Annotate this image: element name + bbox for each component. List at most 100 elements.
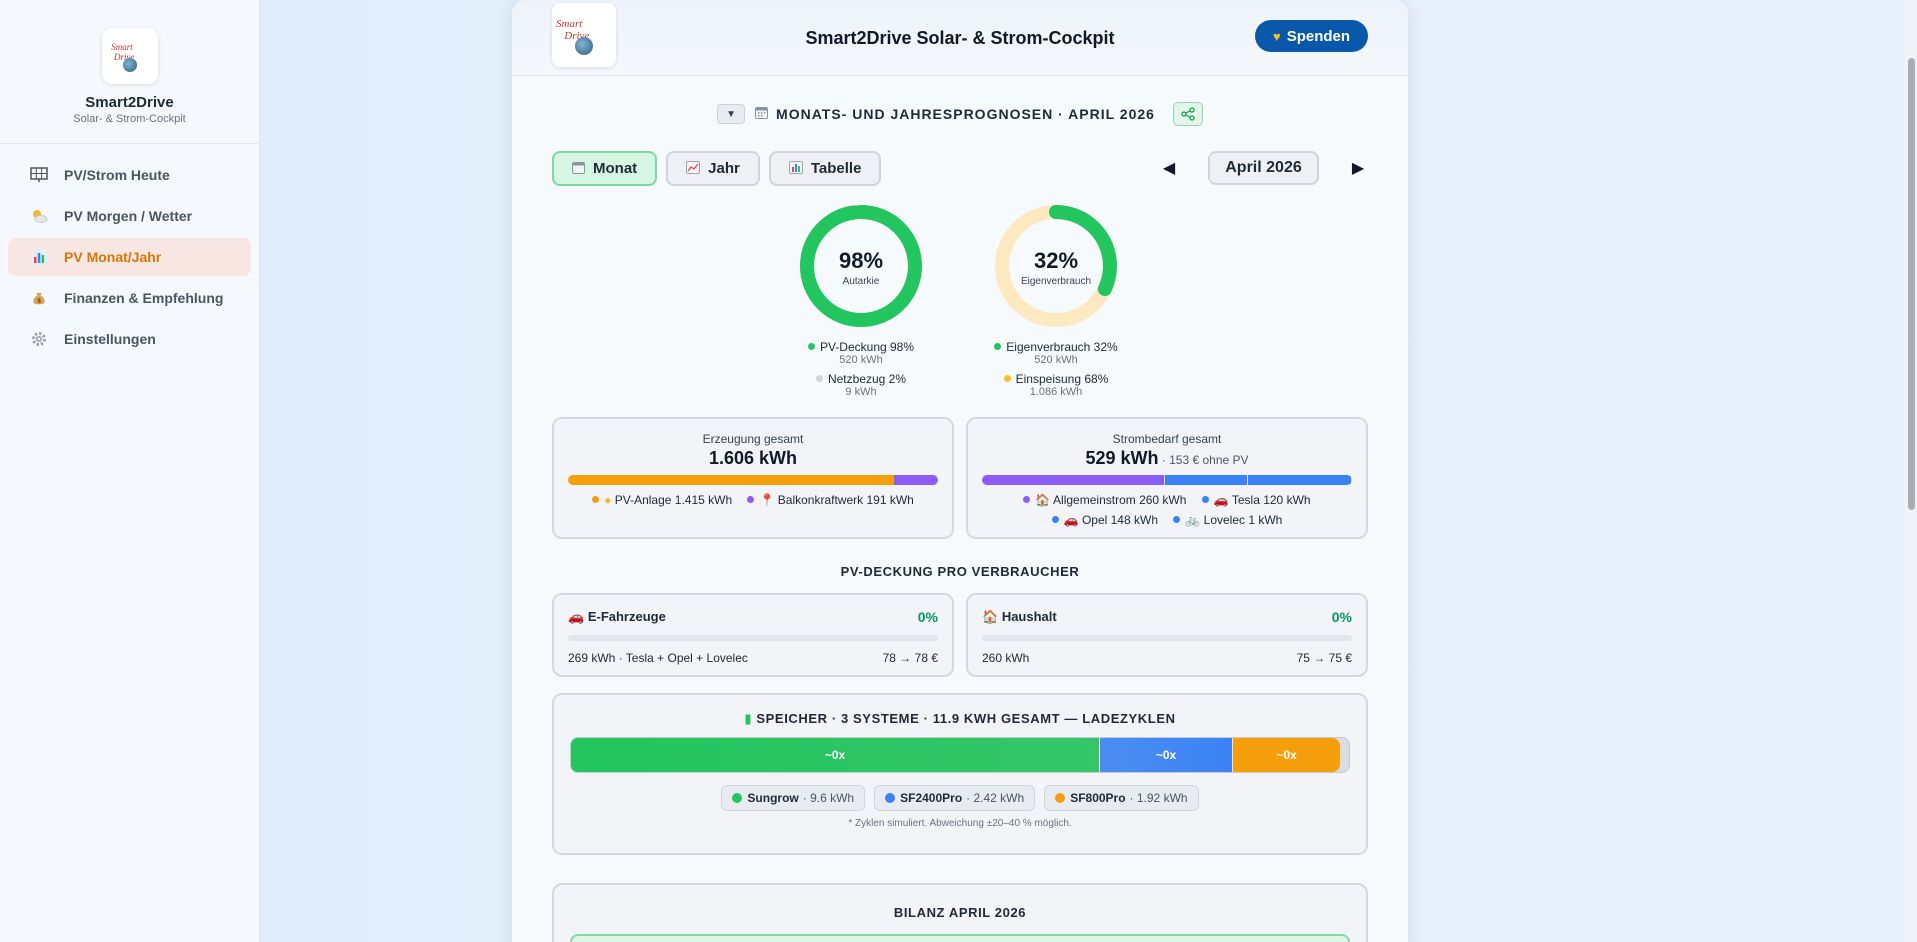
- generation-panel: Erzeugung gesamt 1.606 kWh ● PV-Anlage 1…: [552, 417, 954, 539]
- eigenverbrauch-donut: 32% Eigenverbrauch: [994, 204, 1118, 333]
- tesla-segment: [1163, 475, 1248, 485]
- pin-icon: 📍: [759, 493, 775, 507]
- app-header: Smart Drive Smart2Drive Solar- & Strom-C…: [512, 0, 1408, 76]
- collapse-toggle-button[interactable]: ▼: [717, 104, 746, 124]
- share-button[interactable]: [1172, 102, 1203, 126]
- sidebar-item-pv-strom-heute[interactable]: PV/Strom Heute: [8, 156, 251, 194]
- storage-panel: ▮ SPEICHER · 3 SYSTEME · 11.9 KWH GESAMT…: [552, 693, 1368, 855]
- legend-dot: [1173, 516, 1181, 523]
- bar-chart-icon: [788, 160, 803, 177]
- demand-panel: Strombedarf gesamt 529 kWh · 153 € ohne …: [966, 417, 1368, 539]
- section-title: MONATS- UND JAHRESPROGNOSEN · APRIL 2026: [776, 106, 1155, 122]
- section-header: ▼ MONATS- UND JAHRESPROGNOSEN · APRIL 20…: [512, 102, 1408, 126]
- coverage-card-e-fahrzeuge: 🚗 E-Fahrzeuge 0% 269 kWh · Tesla + Opel …: [552, 593, 954, 677]
- coverage-detail: 260 kWh: [982, 651, 1030, 665]
- donut-arc: [995, 205, 1117, 327]
- line-chart-icon: [686, 160, 701, 177]
- pv-anlage-segment: [568, 475, 894, 485]
- demand-title: Strombedarf gesamt: [1112, 432, 1222, 446]
- house-icon: 🏠: [1035, 493, 1051, 507]
- legend-item: Eigenverbrauch 32%: [956, 340, 1156, 354]
- sidebar-item-label: PV Morgen / Wetter: [64, 208, 193, 224]
- donut-center: 98% Autarkie: [799, 248, 923, 287]
- coverage-percent: 0%: [917, 609, 938, 625]
- next-month-button[interactable]: ▶: [1351, 160, 1365, 177]
- generation-legend: ● PV-Anlage 1.415 kWh 📍 Balkonkraftwerk …: [554, 490, 952, 510]
- globe-icon: [575, 37, 593, 55]
- sidebar-item-pv-morgen-wetter[interactable]: PV Morgen / Wetter: [8, 197, 251, 235]
- generation-title: Erzeugung gesamt: [702, 432, 804, 446]
- donate-button[interactable]: ♥ Spenden: [1255, 20, 1368, 52]
- balance-bar: [570, 934, 1350, 942]
- autarkie-legend: PV-Deckung 98% 520 kWh Netzbezug 2% 9 kW…: [761, 340, 961, 404]
- tab-jahr[interactable]: Jahr: [666, 151, 760, 186]
- logo-text: Smart Drive: [109, 42, 135, 62]
- sidebar-item-einstellungen[interactable]: Einstellungen: [8, 320, 251, 358]
- bar-chart-icon: [30, 248, 48, 266]
- sungrow-segment: ~0x: [571, 738, 1099, 772]
- balance-panel: BILANZ APRIL 2026: [552, 883, 1368, 942]
- legend-item: 🚗 Tesla 120 kWh: [1201, 493, 1311, 507]
- car-icon: 🚗: [1063, 513, 1079, 527]
- month-selector[interactable]: April 2026: [1208, 151, 1319, 185]
- sf800pro-segment: ~0x: [1232, 738, 1340, 772]
- page-title: Smart2Drive Solar- & Strom-Cockpit: [805, 28, 1115, 48]
- sidebar-item-label: Finanzen & Empfehlung: [64, 290, 224, 306]
- previous-month-button[interactable]: ◀: [1162, 160, 1176, 177]
- tab-monat[interactable]: Monat: [552, 151, 658, 186]
- sidebar: Smart Drive Smart2Drive Solar- & Strom-C…: [0, 0, 260, 942]
- legend-item: 📍 Balkonkraftwerk 191 kWh: [747, 493, 914, 507]
- legend-dot: [1023, 496, 1031, 503]
- legend-dot: [1201, 496, 1209, 503]
- legend-dot: [807, 343, 815, 350]
- legend-item: Einspeisung 68%: [956, 372, 1156, 386]
- autarkie-donut-chart: [800, 205, 922, 327]
- legend-item: 🚲 Lovelec 1 kWh: [1173, 513, 1282, 527]
- eigenverbrauch-donut-chart: [995, 205, 1117, 327]
- sidebar-item-pv-monat-jahr[interactable]: PV Monat/Jahr: [8, 238, 251, 276]
- coverage-progress: [982, 635, 1352, 641]
- legend-dot: [994, 343, 1002, 350]
- legend-dot: [1051, 516, 1059, 523]
- legend-value: 520 kWh: [839, 354, 883, 366]
- coverage-card-haushalt: 🏠 Haushalt 0% 260 kWh 75 → 75 €: [966, 593, 1368, 677]
- scrollbar-thumb[interactable]: [1908, 58, 1915, 510]
- money-bag-icon: $: [30, 289, 48, 307]
- storage-chip-sf2400pro: SF2400Pro · 2.42 kWh: [874, 785, 1036, 811]
- autarkie-donut: 98% Autarkie: [799, 204, 923, 333]
- coverage-cost: 75 → 75 €: [1296, 651, 1352, 665]
- tab-tabelle[interactable]: Tabelle: [768, 151, 882, 186]
- eigenverbrauch-legend: Eigenverbrauch 32% 520 kWh Einspeisung 6…: [956, 340, 1156, 404]
- eigenverbrauch-value: 32%: [1033, 248, 1079, 273]
- header-logo[interactable]: Smart Drive: [552, 3, 616, 67]
- opel-segment: [1247, 475, 1352, 485]
- demand-bar: [982, 475, 1352, 485]
- autarkie-label: Autarkie: [842, 276, 880, 287]
- calendar-icon: [572, 161, 585, 177]
- heart-icon: ♥: [1272, 28, 1281, 44]
- sidebar-item-label: PV/Strom Heute: [64, 167, 170, 183]
- house-icon: 🏠: [982, 609, 999, 624]
- coverage-detail: 269 kWh · Tesla + Opel + Lovelec: [568, 651, 748, 665]
- coverage-cost: 78 → 78 €: [882, 651, 938, 665]
- car-icon: 🚗: [1213, 493, 1229, 507]
- donut-center: 32% Eigenverbrauch: [994, 248, 1118, 287]
- brand-logo[interactable]: Smart Drive: [101, 28, 158, 84]
- storage-note: * Zyklen simuliert. Abweichung ±20–40 % …: [848, 818, 1072, 829]
- calendar-icon: [755, 106, 769, 122]
- weather-icon: [30, 207, 48, 225]
- storage-title: ▮ SPEICHER · 3 SYSTEME · 11.9 KWH GESAMT…: [744, 711, 1176, 726]
- svg-text:$: $: [37, 298, 41, 305]
- legend-dot: [815, 375, 823, 382]
- legend-dot: [592, 496, 600, 503]
- coverage-name: 🏠 Haushalt: [982, 609, 1057, 624]
- demand-extra: · 153 € ohne PV: [1158, 453, 1249, 467]
- lovelec-segment: [1351, 475, 1352, 485]
- demand-value: 529 kWh: [1085, 448, 1159, 468]
- page-scrollbar[interactable]: [1905, 0, 1917, 942]
- donate-label: Spenden: [1286, 27, 1351, 45]
- sidebar-item-finanzen-empfehlung[interactable]: $ Finanzen & Empfehlung: [8, 279, 251, 317]
- legend-dot: [732, 793, 743, 803]
- globe-icon: [122, 58, 137, 72]
- generation-bar: [568, 475, 938, 485]
